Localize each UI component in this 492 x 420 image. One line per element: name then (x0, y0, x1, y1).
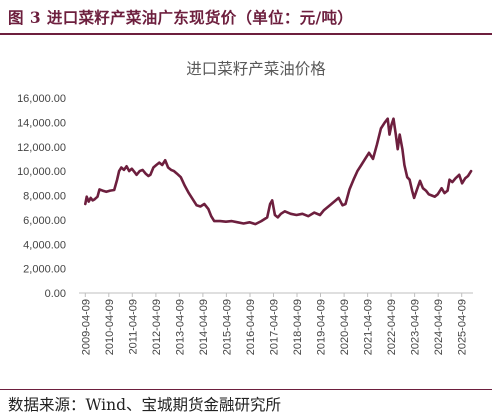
x-tick-label: 2024-04-09 (433, 299, 445, 355)
figure-header: 图 3 进口菜籽产菜油广东现货价（单位：元/吨） (0, 0, 492, 34)
x-tick-label: 2016-04-09 (245, 299, 257, 355)
y-tick-label: 12,000.00 (17, 142, 66, 154)
series-layer (84, 117, 473, 226)
x-tick-label: 2022-04-09 (386, 299, 398, 355)
y-axis-labels: 0.00 2,000.00 4,000.00 6,000.00 8,000.00 10,0… (17, 93, 66, 300)
y-tick-label: 10,000.00 (17, 166, 66, 178)
figure-title: 进口菜籽产菜油广东现货价（单位：元/吨） (46, 8, 354, 27)
footer-rule (0, 389, 492, 390)
x-tick-label: 2012-04-09 (151, 299, 163, 355)
x-tick-label: 2013-04-09 (174, 299, 186, 355)
figure-number: 3 (29, 8, 41, 27)
price-series-line (84, 117, 473, 226)
y-tick-label: 2,000.00 (23, 264, 66, 276)
x-tick-label: 2009-04-09 (80, 299, 92, 355)
x-tick-label: 2017-04-09 (269, 299, 281, 355)
x-tick-label: 2015-04-09 (221, 299, 233, 355)
y-tick-label: 6,000.00 (23, 215, 66, 227)
y-tick-label: 0.00 (45, 288, 66, 300)
x-axis: 2009-04-09 2010-04-09 2011-04-09 2012-04-09… (79, 292, 473, 355)
x-tick-label: 2018-04-09 (292, 299, 304, 355)
figure-label: 图 (8, 8, 24, 27)
x-tick-label: 2025-04-09 (457, 299, 469, 355)
header-rule (0, 33, 492, 35)
x-tick-label: 2020-04-09 (339, 299, 351, 355)
price-line-chart: 进口菜籽产菜油价格 0.00 2,000.00 4,000.00 6,000.00 8,… (17, 60, 473, 355)
x-tick-label: 2014-04-09 (198, 299, 210, 355)
x-tick-label: 2010-04-09 (104, 299, 116, 355)
y-tick-label: 14,000.00 (17, 117, 66, 129)
x-tick-label: 2019-04-09 (316, 299, 328, 355)
y-tick-label: 16,000.00 (17, 93, 66, 105)
y-tick-label: 8,000.00 (23, 191, 66, 203)
y-tick-label: 4,000.00 (23, 239, 66, 251)
x-tick-label: 2023-04-09 (410, 299, 422, 355)
data-source: 数据来源：Wind、宝城期货金融研究所 (8, 396, 282, 414)
x-tick-label: 2021-04-09 (363, 299, 375, 355)
chart-title: 进口菜籽产菜油价格 (186, 60, 326, 78)
x-tick-label: 2011-04-09 (127, 299, 139, 354)
